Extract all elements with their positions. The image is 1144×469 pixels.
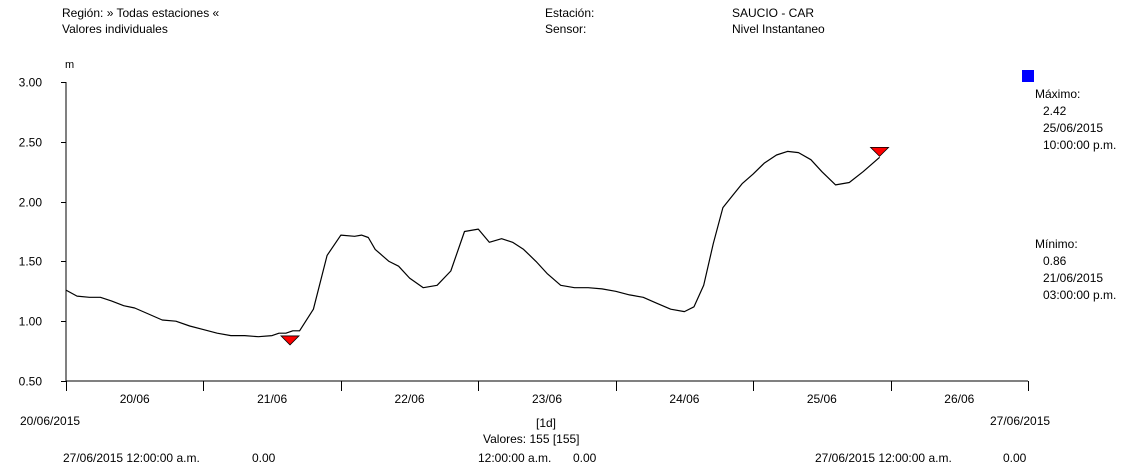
x-tick-label: 22/06 — [395, 392, 425, 406]
sensor-label: Sensor: — [545, 22, 587, 36]
y-tick-label: 3.00 — [19, 76, 43, 90]
y-tick-label: 0.50 — [19, 375, 43, 389]
min-value: 0.86 — [1043, 254, 1067, 268]
footer-mid-timestamp: 12:00:00 a.m. — [478, 451, 552, 465]
marker-group — [280, 146, 890, 346]
x-tick-label: 20/06 — [120, 392, 150, 406]
x-tick-label: 23/06 — [532, 392, 562, 406]
station-label: Estación: — [545, 6, 595, 20]
min-marker — [280, 335, 300, 346]
max-label: Máximo: — [1035, 87, 1081, 101]
max-date: 25/06/2015 — [1043, 121, 1104, 135]
x-axis: 20/06 21/06 22/06 23/06 24/06 25/06 26/06 — [66, 380, 1029, 406]
min-date: 21/06/2015 — [1043, 271, 1104, 285]
interval-label: [1d] — [536, 416, 557, 430]
y-tick-label: 2.50 — [19, 136, 43, 150]
footer-left-value: 0.00 — [252, 451, 276, 465]
start-date-label: 20/06/2015 — [20, 414, 81, 428]
y-tick-label: 1.50 — [19, 255, 43, 269]
max-time: 10:00:00 p.m. — [1043, 138, 1117, 152]
x-tick-label: 25/06 — [807, 392, 837, 406]
x-tick-label: 24/06 — [669, 392, 699, 406]
y-tick-label: 2.00 — [19, 196, 43, 210]
x-tick-label: 26/06 — [944, 392, 974, 406]
y-axis-unit-label: m — [65, 59, 75, 71]
region-label: Región: » Todas estaciones « — [62, 6, 220, 20]
values-mode-label: Valores individuales — [62, 22, 168, 36]
sensor-value: Nivel Instantaneo — [732, 22, 825, 36]
footer-right-timestamp: 27/06/2015 12:00:00 a.m. — [815, 451, 952, 465]
y-tick-label: 1.00 — [19, 315, 43, 329]
max-marker — [869, 146, 890, 157]
end-date-label: 27/06/2015 — [990, 414, 1051, 428]
values-count-label: Valores: 155 [155] — [483, 432, 580, 446]
legend-marker-square — [1022, 70, 1034, 82]
min-time: 03:00:00 p.m. — [1043, 288, 1117, 302]
y-axis: 0.50 1.00 1.50 2.00 2.50 3.00 — [19, 76, 67, 389]
footer-mid-value: 0.00 — [573, 451, 597, 465]
series-group — [65, 150, 880, 338]
footer-left-timestamp: 27/06/2015 12:00:00 a.m. — [63, 451, 200, 465]
footer-right-value: 0.00 — [1003, 451, 1027, 465]
station-value: SAUCIO - CAR — [732, 6, 815, 20]
min-label: Mínimo: — [1035, 237, 1078, 251]
max-value: 2.42 — [1043, 104, 1067, 118]
series-line — [65, 150, 880, 338]
x-tick-label: 21/06 — [257, 392, 287, 406]
